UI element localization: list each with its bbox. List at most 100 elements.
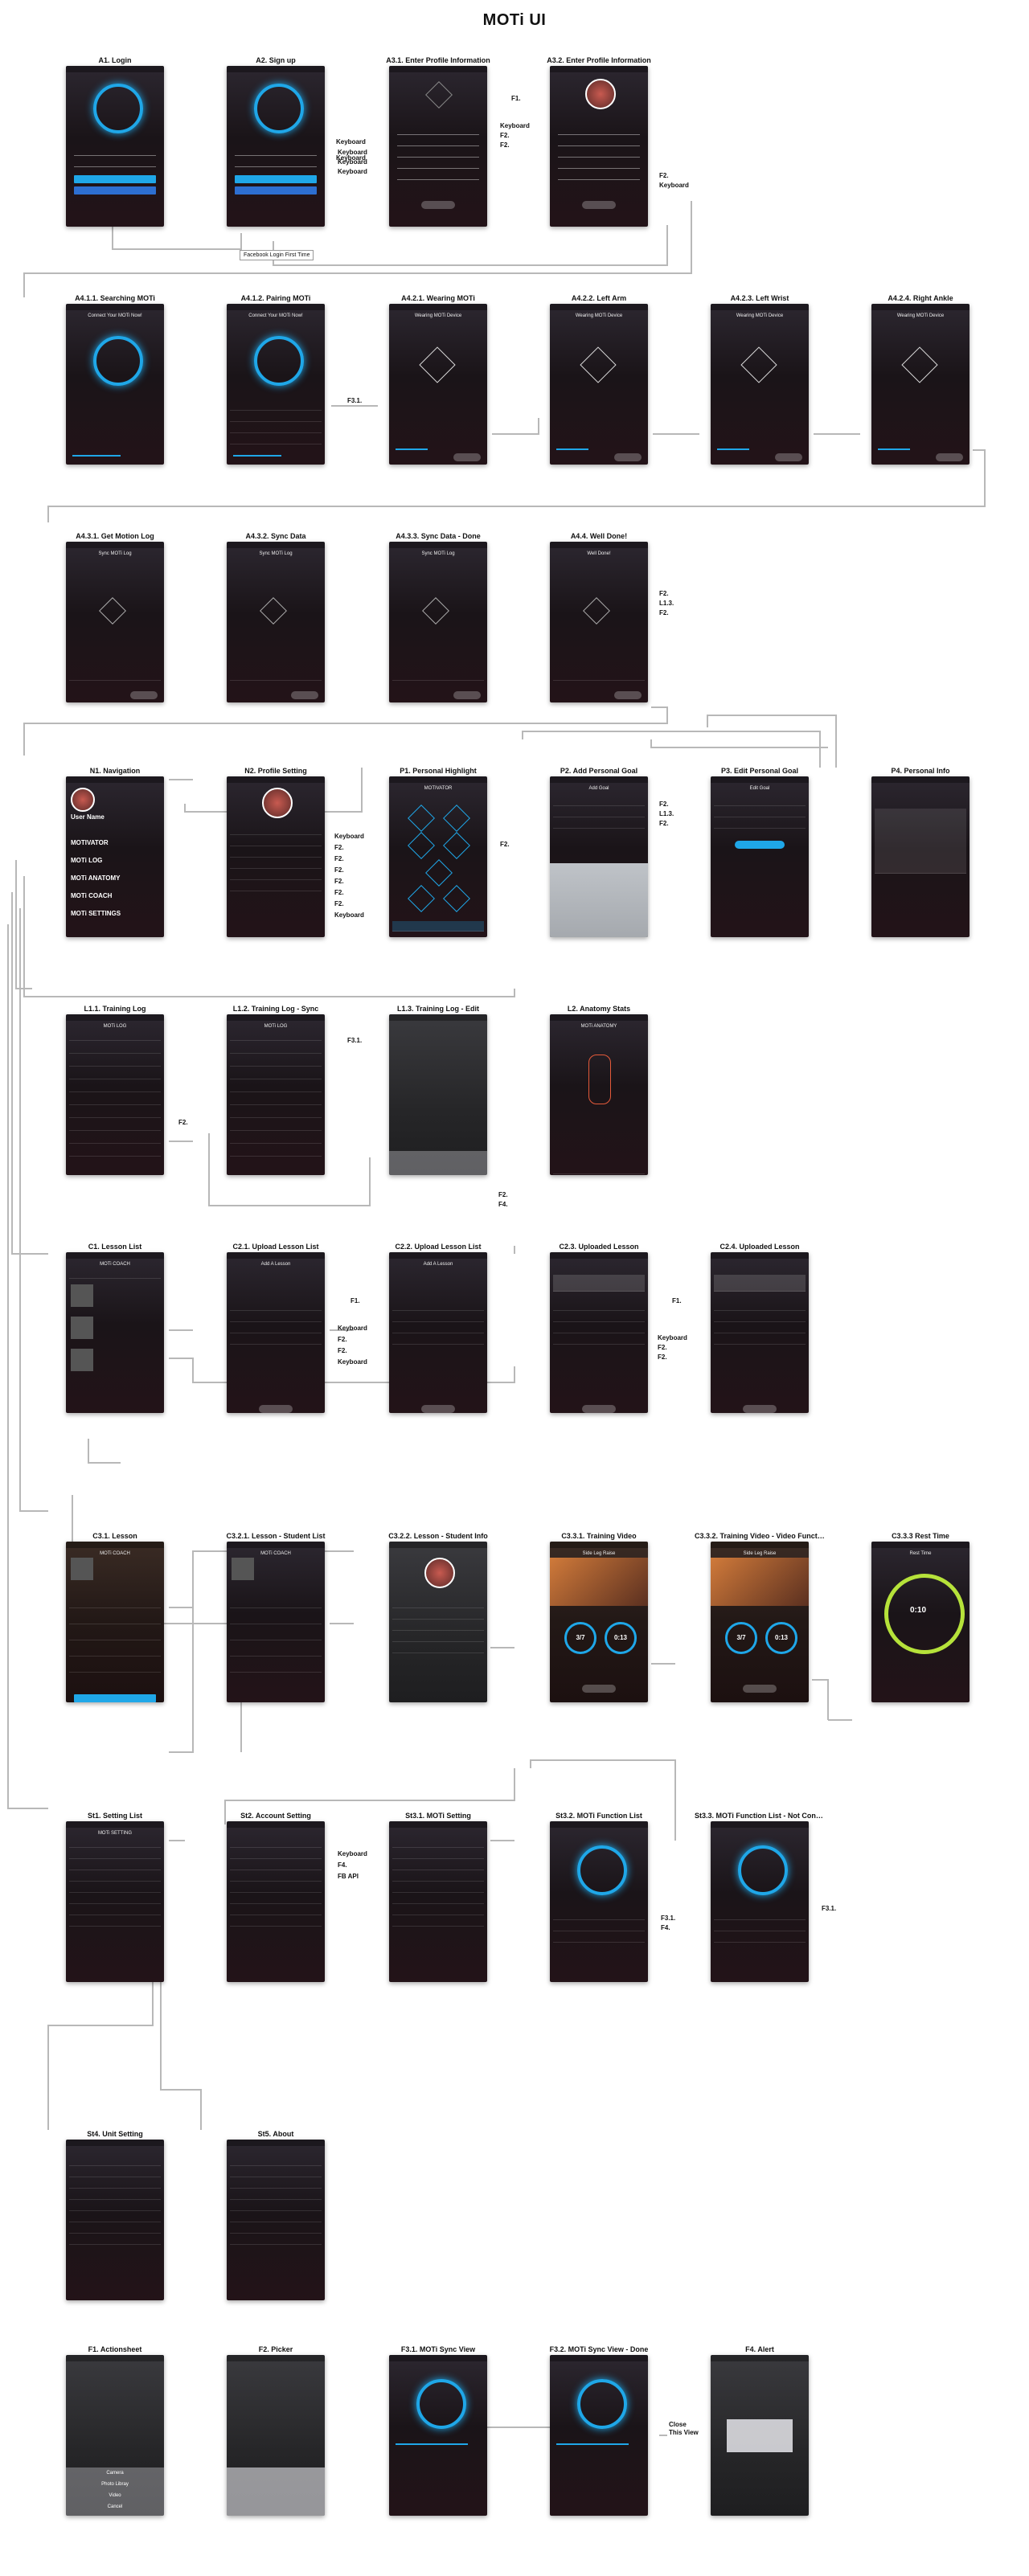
bottom-tab-bar[interactable] xyxy=(69,461,161,465)
setting-row[interactable] xyxy=(230,1860,322,1870)
password-field[interactable] xyxy=(74,159,156,167)
next-step-button[interactable] xyxy=(775,453,802,461)
phone-screen[interactable]: Rest Time 0:10 xyxy=(871,1542,970,1702)
phone-screen[interactable]: Add A Lesson xyxy=(227,1252,325,1413)
setting-row[interactable] xyxy=(230,2234,322,2245)
setting-row[interactable] xyxy=(230,1837,322,1848)
profile-field-row[interactable] xyxy=(230,858,322,869)
log-row[interactable] xyxy=(69,1133,161,1144)
log-row[interactable] xyxy=(69,1082,161,1092)
lesson-field-row[interactable] xyxy=(714,1323,806,1333)
log-row[interactable] xyxy=(69,1146,161,1157)
profile-field-row[interactable] xyxy=(230,881,322,891)
nav-item[interactable]: MOTi ANATOMY xyxy=(71,874,121,882)
setting-row[interactable] xyxy=(392,1882,484,1893)
lesson-detail-row[interactable] xyxy=(69,1598,161,1608)
next-button[interactable] xyxy=(421,201,455,209)
setting-row[interactable] xyxy=(230,1849,322,1859)
setting-row[interactable] xyxy=(392,1860,484,1870)
device-list-item[interactable] xyxy=(230,400,322,411)
phone-screen[interactable]: Edit Goal xyxy=(711,776,809,937)
setting-row[interactable] xyxy=(69,2178,161,2189)
profile-field-row[interactable] xyxy=(230,825,322,835)
login-button[interactable] xyxy=(74,175,156,183)
phone-screen[interactable]: Add Goal xyxy=(550,776,648,937)
profile-field[interactable] xyxy=(558,161,640,169)
setting-row[interactable] xyxy=(69,2201,161,2211)
phone-screen[interactable]: Sync MOTi Log xyxy=(389,542,487,702)
next-step-button[interactable] xyxy=(614,453,642,461)
setting-row[interactable] xyxy=(69,1882,161,1893)
phone-screen[interactable] xyxy=(711,1821,809,1982)
upload-button[interactable] xyxy=(582,1405,616,1413)
phone-screen[interactable]: Wearing MOTi Device xyxy=(550,304,648,465)
next-step-button[interactable] xyxy=(291,691,318,699)
lesson-field-row[interactable] xyxy=(392,1323,484,1333)
profile-field[interactable] xyxy=(397,172,479,180)
log-row[interactable] xyxy=(69,1056,161,1067)
profile-field-row[interactable] xyxy=(230,870,322,880)
profile-field[interactable] xyxy=(397,161,479,169)
next-step-button[interactable] xyxy=(453,453,481,461)
phone-screen[interactable] xyxy=(550,1821,648,1982)
setting-row[interactable] xyxy=(230,2201,322,2211)
phone-screen[interactable]: Wearing MOTi Device xyxy=(871,304,970,465)
actionsheet[interactable]: Camera Photo Libray Video Cancel xyxy=(66,2467,164,2516)
tab-bar[interactable] xyxy=(553,1164,645,1174)
phone-screen[interactable]: Wearing MOTi Device xyxy=(711,304,809,465)
actionsheet-item[interactable]: Cancel xyxy=(107,2504,123,2509)
lesson-field-row[interactable] xyxy=(714,1334,806,1345)
phone-screen[interactable]: MOTi SETTING xyxy=(66,1821,164,1982)
phone-screen[interactable]: MOTi LOG xyxy=(66,1014,164,1175)
picker-sheet[interactable] xyxy=(227,2467,325,2516)
function-row[interactable] xyxy=(553,1932,645,1943)
phone-screen[interactable] xyxy=(389,1821,487,1982)
profile-photo[interactable] xyxy=(585,79,616,109)
setting-row[interactable] xyxy=(69,2212,161,2222)
phone-screen[interactable]: Side Leg Raise 3/7 0:13 xyxy=(550,1542,648,1702)
phone-screen[interactable] xyxy=(227,66,325,227)
phone-screen[interactable] xyxy=(66,66,164,227)
profile-field[interactable] xyxy=(397,138,479,146)
setting-row[interactable] xyxy=(69,1837,161,1848)
profile-field-row[interactable] xyxy=(230,847,322,858)
phone-screen[interactable] xyxy=(389,1014,487,1175)
next-button[interactable] xyxy=(582,201,616,209)
video-preview[interactable] xyxy=(714,1275,806,1292)
log-row[interactable] xyxy=(69,1095,161,1105)
setting-row[interactable] xyxy=(230,1916,322,1927)
phone-screen[interactable] xyxy=(711,2355,809,2516)
setting-row[interactable] xyxy=(392,1916,484,1927)
goal-field-row[interactable] xyxy=(553,818,645,829)
phone-screen[interactable]: Connect Your MOTi Now! xyxy=(227,304,325,465)
nav-item[interactable]: MOTi COACH xyxy=(71,892,113,899)
exit-button[interactable] xyxy=(582,1685,616,1693)
log-row[interactable] xyxy=(230,1082,322,1092)
training-video[interactable] xyxy=(550,1558,648,1606)
lesson-field-row[interactable] xyxy=(553,1312,645,1322)
lesson-thumbnail[interactable] xyxy=(71,1284,93,1307)
exit-button[interactable] xyxy=(743,1685,777,1693)
upload-button[interactable] xyxy=(421,1405,455,1413)
phone-screen[interactable]: Side Leg Raise 3/7 0:13 xyxy=(711,1542,809,1702)
upload-button[interactable] xyxy=(259,1405,293,1413)
log-row[interactable] xyxy=(230,1146,322,1157)
nav-item[interactable]: MOTi LOG xyxy=(71,857,103,864)
actionsheet-item[interactable]: Camera xyxy=(106,2471,124,2476)
setting-row[interactable] xyxy=(69,1916,161,1927)
log-row[interactable] xyxy=(69,1108,161,1118)
log-row[interactable] xyxy=(230,1133,322,1144)
lesson-detail-row[interactable] xyxy=(230,1630,322,1640)
setting-row[interactable] xyxy=(69,1860,161,1870)
setting-row[interactable] xyxy=(392,1871,484,1882)
phone-screen[interactable] xyxy=(550,2355,648,2516)
setting-row[interactable] xyxy=(392,1849,484,1859)
phone-screen[interactable]: MOTi COACH xyxy=(66,1542,164,1702)
lesson-field-row[interactable] xyxy=(714,1312,806,1322)
device-list-item[interactable] xyxy=(230,423,322,433)
profile-field[interactable] xyxy=(558,149,640,158)
nav-item[interactable]: MOTIVATOR xyxy=(71,839,109,846)
function-row[interactable] xyxy=(714,1932,806,1943)
phone-screen[interactable] xyxy=(66,2140,164,2300)
facebook-button[interactable] xyxy=(74,186,156,195)
